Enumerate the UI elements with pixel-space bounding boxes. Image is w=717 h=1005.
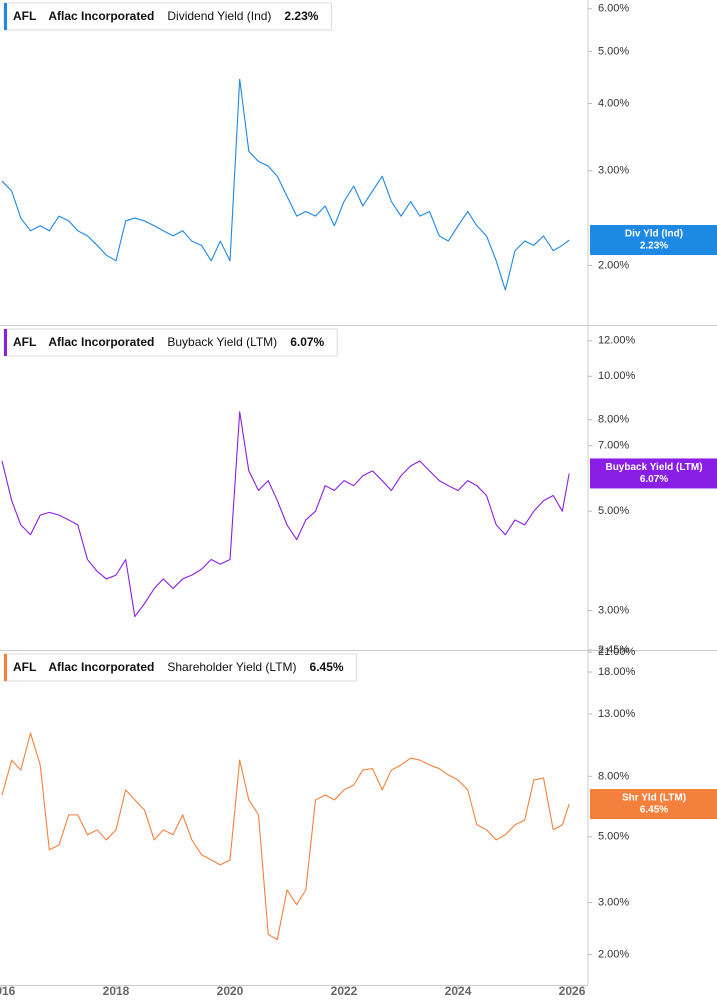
series-line bbox=[1, 78, 570, 291]
legend-chip: AFL Aflac Incorporated Shareholder Yield (… bbox=[3, 653, 358, 682]
y-tick-label: 5.00% bbox=[598, 45, 629, 57]
legend-swatch bbox=[4, 329, 7, 356]
value-tag-value: 2.23% bbox=[640, 241, 668, 252]
value-tag-value: 6.45% bbox=[640, 805, 668, 816]
value-tag-name: Shr Yld (LTM) bbox=[622, 793, 686, 804]
series-line bbox=[1, 732, 570, 941]
y-tick-label: 3.00% bbox=[598, 165, 629, 177]
y-tick-label: 18.00% bbox=[598, 666, 636, 678]
x-tick-label: 2018 bbox=[103, 984, 130, 998]
legend-company: Aflac Incorporated bbox=[48, 660, 154, 674]
y-tick-label: 2.00% bbox=[598, 259, 629, 271]
legend-box bbox=[3, 653, 358, 682]
legend-chip: AFL Aflac Incorporated Dividend Yield (Ind… bbox=[3, 2, 332, 31]
x-tick-label: 2016 bbox=[0, 984, 16, 998]
value-tag: Shr Yld (LTM)6.45% bbox=[590, 789, 717, 820]
x-tick-label: 2024 bbox=[445, 984, 472, 998]
y-tick-label: 2.45% bbox=[598, 644, 629, 656]
legend-box bbox=[3, 2, 332, 31]
value-tag-name: Buyback Yield (LTM) bbox=[605, 462, 702, 473]
value-tag-value: 6.07% bbox=[640, 474, 668, 485]
legend-chip: AFL Aflac Incorporated Buyback Yield (LTM)… bbox=[3, 328, 338, 357]
y-tick-label: 6.00% bbox=[598, 3, 629, 15]
y-tick-label: 3.00% bbox=[598, 896, 629, 908]
legend-current: 6.45% bbox=[310, 660, 344, 674]
legend-title: Dividend Yield (Ind) bbox=[167, 9, 271, 23]
y-tick-label: 21.00% bbox=[598, 646, 636, 658]
legend-company: Aflac Incorporated bbox=[48, 335, 154, 349]
y-tick-label: 3.00% bbox=[598, 604, 629, 616]
y-tick-label: 5.00% bbox=[598, 505, 629, 517]
y-tick-label: 2.00% bbox=[598, 949, 629, 961]
y-tick-label: 5.00% bbox=[598, 831, 629, 843]
series-line bbox=[1, 411, 570, 618]
value-tag: Div Yld (Ind)2.23% bbox=[590, 225, 717, 256]
legend-swatch bbox=[4, 3, 7, 30]
legend-company: Aflac Incorporated bbox=[48, 9, 154, 23]
legend-title: Buyback Yield (LTM) bbox=[167, 335, 277, 349]
legend-current: 6.07% bbox=[290, 335, 324, 349]
x-tick-label: 2020 bbox=[217, 984, 244, 998]
legend-ticker: AFL bbox=[13, 660, 36, 674]
y-tick-label: 8.00% bbox=[598, 414, 629, 426]
value-tag-box bbox=[590, 225, 717, 256]
value-tag-box bbox=[590, 789, 717, 820]
y-tick-label: 7.00% bbox=[598, 440, 629, 452]
y-tick-label: 4.00% bbox=[598, 97, 629, 109]
x-tick-label: 2026 bbox=[559, 984, 586, 998]
legend-ticker: AFL bbox=[13, 9, 36, 23]
y-tick-label: 12.00% bbox=[598, 335, 636, 347]
legend-box bbox=[3, 328, 338, 357]
value-tag-name: Div Yld (Ind) bbox=[625, 229, 683, 240]
legend-swatch bbox=[4, 654, 7, 681]
x-tick-label: 2022 bbox=[331, 984, 358, 998]
legend-current: 2.23% bbox=[284, 9, 318, 23]
y-tick-label: 8.00% bbox=[598, 770, 629, 782]
value-tag-box bbox=[590, 458, 717, 489]
y-tick-label: 13.00% bbox=[598, 708, 636, 720]
legend-title: Shareholder Yield (LTM) bbox=[167, 660, 296, 674]
y-tick-label: 10.00% bbox=[598, 370, 636, 382]
legend-ticker: AFL bbox=[13, 335, 36, 349]
value-tag: Buyback Yield (LTM)6.07% bbox=[590, 458, 717, 489]
